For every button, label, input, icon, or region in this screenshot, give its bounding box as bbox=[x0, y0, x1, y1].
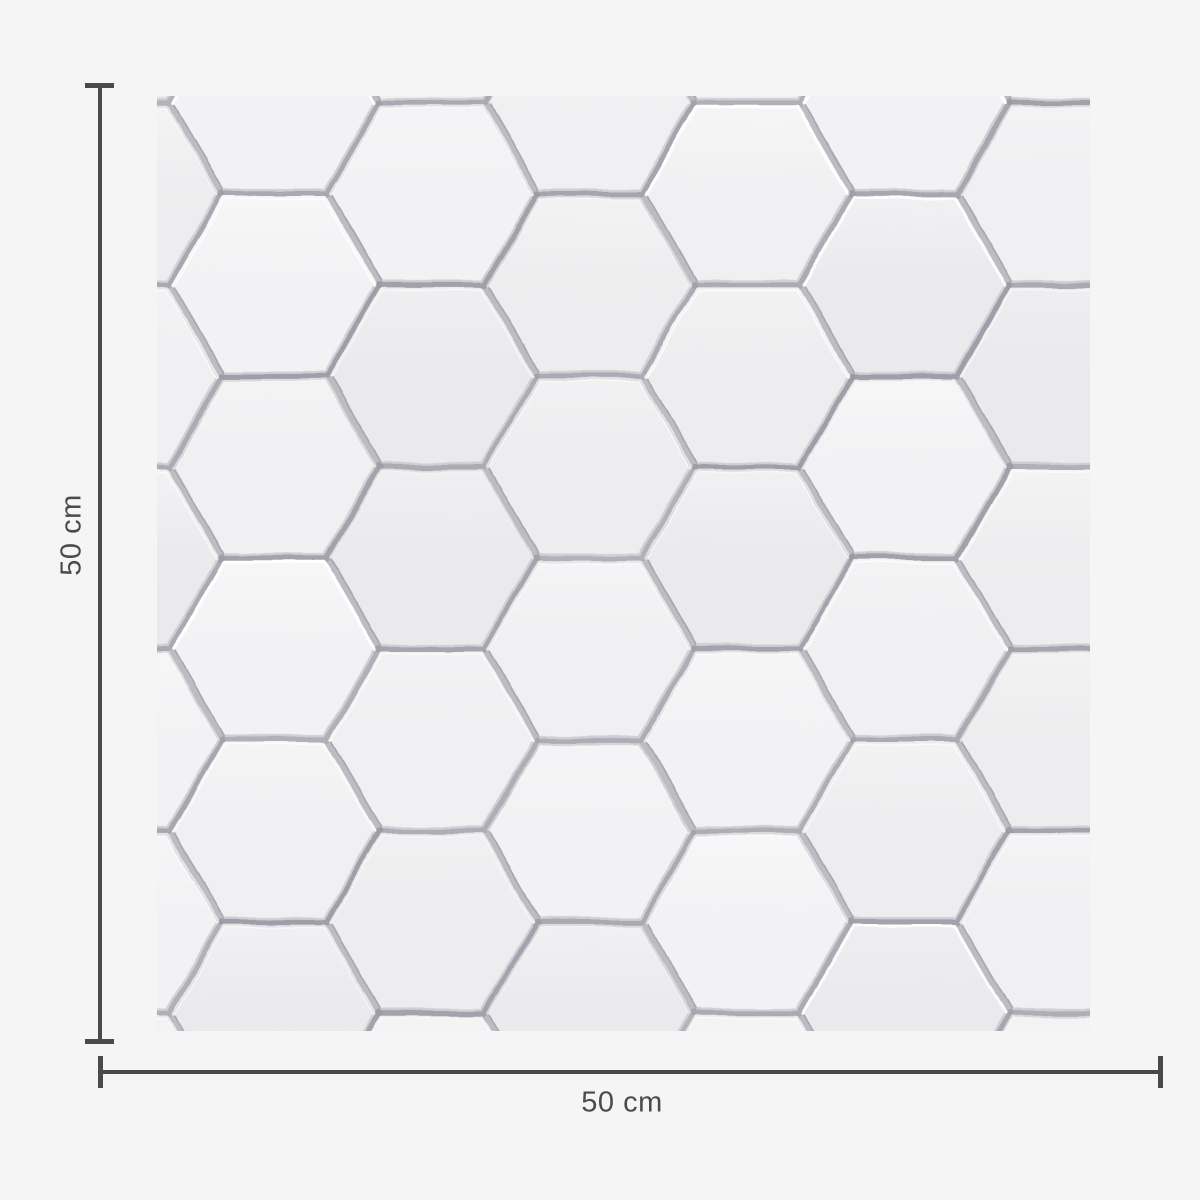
horizontal-dimension-label: 50 cm bbox=[581, 1086, 663, 1119]
vertical-dimension-line bbox=[98, 84, 102, 1044]
vertical-dimension-label: 50 cm bbox=[55, 494, 88, 576]
vertical-dimension-cap-bottom bbox=[85, 1039, 114, 1044]
hexagon-tile-pattern bbox=[157, 96, 1090, 1031]
horizontal-dimension-cap-left bbox=[98, 1056, 103, 1088]
tile-swatch-image bbox=[157, 96, 1090, 1031]
horizontal-dimension-cap-right bbox=[1158, 1056, 1163, 1088]
vertical-dimension-cap-top bbox=[85, 83, 114, 88]
horizontal-dimension-line bbox=[100, 1070, 1162, 1074]
